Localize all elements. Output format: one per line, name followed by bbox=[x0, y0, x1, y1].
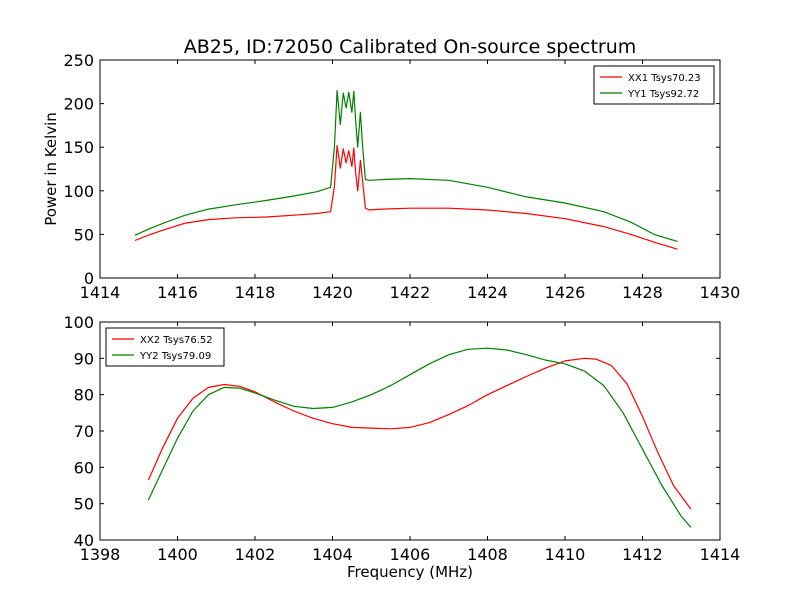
y-axis-label: Power in Kelvin bbox=[42, 112, 60, 226]
legend-label-1: XX1 Tsys70.23 bbox=[628, 73, 701, 84]
y-tick-label: 100 bbox=[63, 313, 94, 332]
y-tick-label: 100 bbox=[63, 182, 94, 201]
series-line-2 bbox=[147, 347, 692, 528]
y-tick-label: 250 bbox=[63, 51, 94, 70]
x-tick-label: 1414 bbox=[700, 545, 741, 564]
x-tick-label: 1416 bbox=[157, 283, 198, 302]
x-tick-label: 1414 bbox=[80, 283, 121, 302]
y-tick-label: 80 bbox=[74, 386, 94, 405]
y-tick-label: 50 bbox=[74, 225, 94, 244]
series-line-1 bbox=[147, 357, 692, 510]
x-tick-label: 1424 bbox=[467, 283, 508, 302]
y-tick-label: 60 bbox=[74, 458, 94, 477]
bottom-spectrum-chart: 1398 1400 1402 1404 1406 1408 1410 1412 1414 40 50… bbox=[63, 313, 740, 581]
x-tick-label: 1398 bbox=[80, 545, 121, 564]
figure-title: AB25, ID:72050 Calibrated On-source spec… bbox=[184, 36, 637, 58]
x-tick-label: 1408 bbox=[467, 545, 508, 564]
x-tick-label: 1426 bbox=[545, 283, 586, 302]
y-tick-label: 150 bbox=[63, 138, 94, 157]
x-tick-label: 1420 bbox=[312, 283, 353, 302]
x-tick-label: 1418 bbox=[235, 283, 276, 302]
x-tick-label: 1402 bbox=[235, 545, 276, 564]
y-tick-label: 50 bbox=[74, 495, 94, 514]
legend-label-2: YY1 Tsys92.72 bbox=[627, 89, 699, 100]
x-tick-label: 1400 bbox=[157, 545, 198, 564]
series-group bbox=[134, 89, 678, 250]
x-tick-label: 1406 bbox=[390, 545, 431, 564]
series-group bbox=[147, 347, 692, 528]
legend-label-1: XX2 Tsys76.52 bbox=[140, 335, 213, 346]
x-tick-label: 1430 bbox=[700, 283, 741, 302]
x-tick-label: 1422 bbox=[390, 283, 431, 302]
y-tick-label: 90 bbox=[74, 349, 94, 368]
y-tick-label: 40 bbox=[74, 531, 94, 550]
series-line-2 bbox=[134, 89, 678, 242]
series-line-1 bbox=[134, 144, 678, 250]
x-tick-label: 1428 bbox=[622, 283, 663, 302]
x-tick-label: 1410 bbox=[545, 545, 586, 564]
y-tick-label: 200 bbox=[63, 95, 94, 114]
legend-label-2: YY2 Tsys79.09 bbox=[139, 351, 211, 362]
x-axis-label: Frequency (MHz) bbox=[347, 563, 473, 581]
legend: XX1 Tsys70.23 YY1 Tsys92.72 bbox=[593, 65, 715, 105]
x-tick-label: 1412 bbox=[622, 545, 663, 564]
x-tick-label: 1404 bbox=[312, 545, 353, 564]
y-tick-label: 70 bbox=[74, 422, 94, 441]
legend: XX2 Tsys76.52 YY2 Tsys79.09 bbox=[105, 327, 225, 367]
top-spectrum-chart: 1414 1416 1418 1420 1422 1424 1426 1428 1430 0 50 1… bbox=[42, 51, 740, 302]
y-tick-label: 0 bbox=[84, 269, 94, 288]
legend-box bbox=[593, 65, 715, 105]
legend-box bbox=[105, 327, 225, 367]
